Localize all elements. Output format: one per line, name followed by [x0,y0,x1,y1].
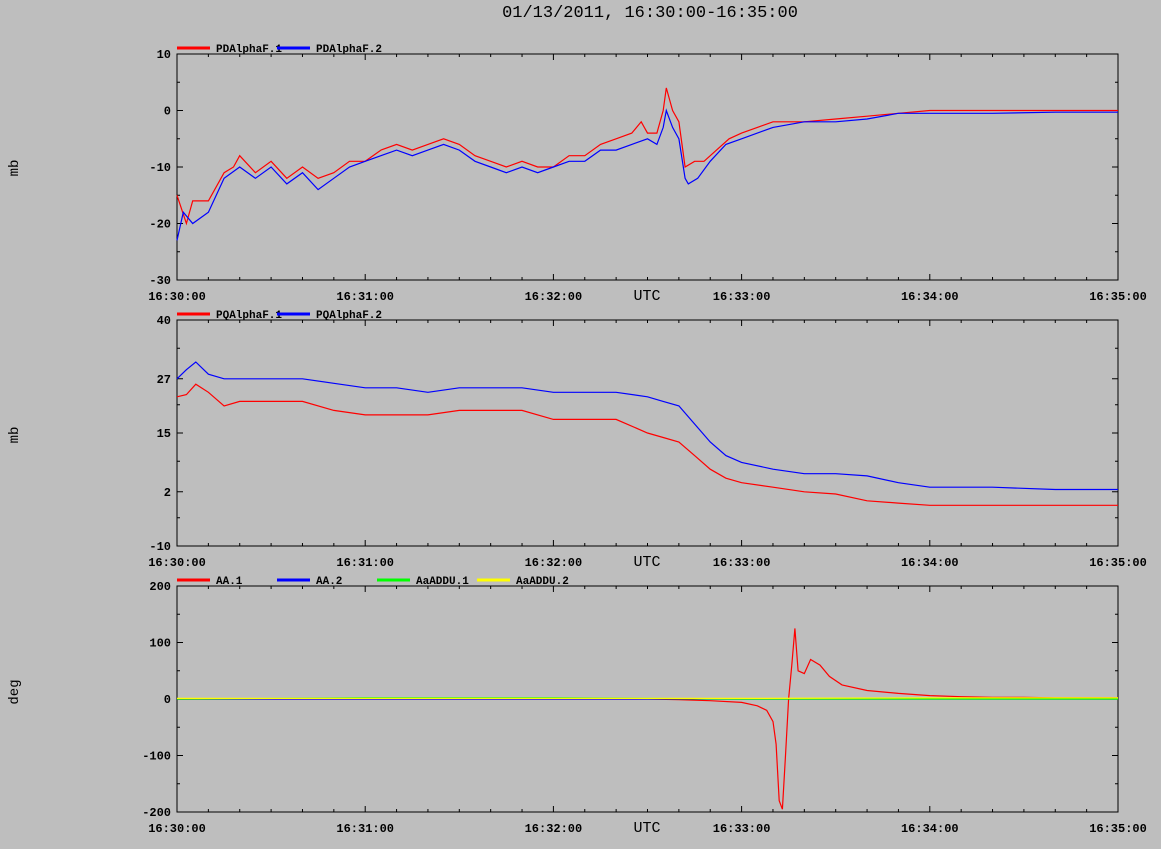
y-axis-label: deg [7,679,23,704]
x-tick-label: 16:35:00 [1089,822,1147,836]
x-axis-label: UTC [633,820,660,837]
legend-label-aaaddu-1: AaADDU.1 [416,576,469,588]
legend-label-aa-1: AA.1 [216,576,243,588]
x-tick-label: 16:32:00 [525,290,583,304]
y-tick-label: -100 [142,750,171,764]
y-tick-label: 15 [157,427,171,441]
legend-label-pdalphaf-1: PDAlphaF.1 [216,44,282,56]
x-tick-label: 16:30:00 [148,822,206,836]
x-tick-label: 16:33:00 [713,556,771,570]
x-axis-label: UTC [633,554,660,571]
x-tick-label: 16:30:00 [148,290,206,304]
x-tick-label: 16:34:00 [901,556,959,570]
y-tick-label: 100 [149,637,171,651]
y-tick-label: 0 [164,693,171,707]
panel-pdalphaf: 10 0 -10 -20 -30 16:30:00 16:31:00 16:32:00 16:3… [7,44,1147,305]
y-axis-label: mb [7,427,23,444]
series-line-pdalphaf-1 [176,87,1118,226]
y-tick-label: 2 [164,486,171,500]
y-tick-label: -20 [149,218,171,232]
x-axis-label: UTC [633,288,660,305]
series-line-aa-1 [177,628,1118,810]
y-tick-label: 10 [157,48,171,62]
legend-label-pqalphaf-1: PQAlphaF.1 [216,310,282,322]
x-tick-label: 16:35:00 [1089,290,1147,304]
x-tick-label: 16:34:00 [901,290,959,304]
y-tick-label: 40 [157,314,171,328]
y-tick-label: -30 [149,274,171,288]
x-tick-label: 16:35:00 [1089,556,1147,570]
plot-frame [176,53,1119,281]
series-line-pdalphaf-2 [176,108,1118,241]
x-tick-label: 16:31:00 [336,822,394,836]
x-tick-label: 16:34:00 [901,822,959,836]
y-tick-label: 27 [157,373,171,387]
panel-aa: 200 100 0 -100 -200 16:30:00 16:31:00 16:32:00 1… [7,576,1147,837]
series-line-aaaddu-2 [177,697,1118,700]
y-tick-label: -200 [142,806,171,820]
y-tick-label: -10 [149,540,171,554]
y-tick-label: -10 [149,161,171,175]
legend-label-aaaddu-2: AaADDU.2 [516,576,569,588]
y-axis-label: mb [7,160,23,177]
panel-pqalphaf: 40 27 15 2 -10 16:30:00 16:31:00 16:32:00 16:33:… [7,310,1147,571]
y-tick-label: 0 [164,105,171,119]
x-tick-label: 16:32:00 [525,556,583,570]
legend-label-pqalphaf-2: PQAlphaF.2 [316,310,382,322]
x-tick-label: 16:32:00 [525,822,583,836]
x-tick-label: 16:31:00 [336,556,394,570]
legend-label-pdalphaf-2: PDAlphaF.2 [316,44,382,56]
x-tick-label: 16:33:00 [713,290,771,304]
series-line-pqalphaf-2 [176,361,1118,491]
y-tick-label: 200 [149,580,171,594]
main-title: 01/13/2011, 16:30:00-16:35:00 [502,4,798,23]
x-tick-label: 16:33:00 [713,822,771,836]
series-line-pqalphaf-1 [176,383,1118,506]
x-tick-label: 16:31:00 [336,290,394,304]
legend-label-aa-2: AA.2 [316,576,342,588]
x-tick-label: 16:30:00 [148,556,206,570]
